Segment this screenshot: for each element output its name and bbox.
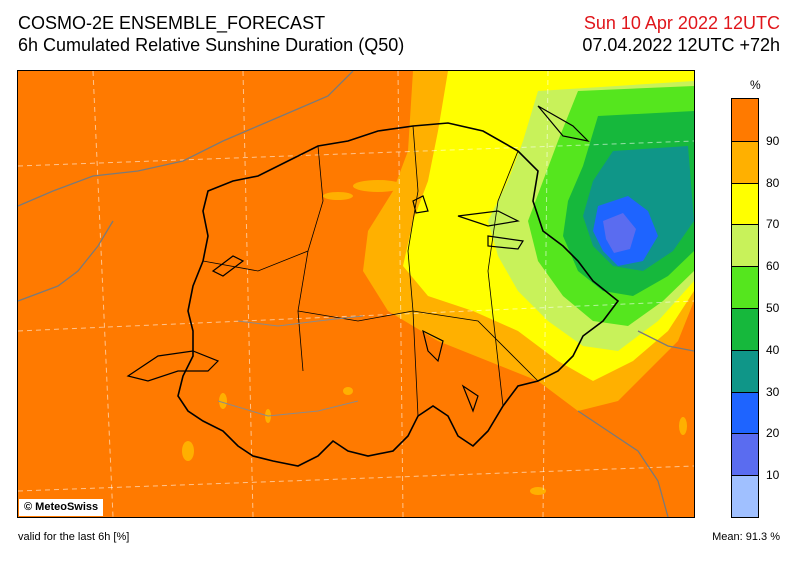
legend-swatch [732,224,758,267]
map-canvas [18,71,694,517]
copyright-label: © MeteoSwiss [19,499,104,516]
legend-swatch [732,391,758,434]
lakes [126,105,590,413]
run-time: 07.04.2022 12UTC +72h [582,35,780,55]
legend-tick-label: 60 [766,259,780,274]
legend-tick-label: 70 [766,217,780,232]
legend-tick-label: 20 [766,426,780,441]
chart-header-right: Sun 10 Apr 2022 12UTC 07.04.2022 12UTC +… [582,12,780,56]
legend-tick-label: 30 [766,384,780,399]
legend-unit: % [750,78,761,92]
field-speckles [182,180,687,495]
legend-tick-label: 50 [766,301,780,315]
color-legend [731,98,759,518]
mean-value: Mean: 91.3 % [712,531,780,543]
legend-tick-label: 10 [766,468,780,483]
foreign-borders [18,71,694,517]
chart-header-left: COSMO-2E ENSEMBLE_FORECAST 6h Cumulated … [18,12,404,56]
legend-swatch [732,266,758,308]
legend-swatch [732,99,758,141]
legend-swatch [732,140,758,183]
legend-swatch [732,433,758,476]
forecast-map: © MeteoSwiss [17,70,695,518]
model-title: COSMO-2E ENSEMBLE_FORECAST [18,13,326,33]
legend-swatch [732,349,758,392]
parameter-title: 6h Cumulated Relative Sunshine Duration … [18,35,405,55]
swiss-border [177,122,620,467]
legend-swatch [732,182,758,225]
legend-tick-label: 80 [766,175,780,190]
rivers [217,315,364,417]
valid-time: Sun 10 Apr 2022 12UTC [583,13,780,33]
legend-swatch [732,475,758,517]
validity-note: valid for the last 6h [%] [18,531,130,543]
legend-swatch [732,308,758,350]
field-band-20 [603,213,636,253]
legend-tick-label: 90 [766,133,780,148]
legend-tick-label: 40 [766,342,780,357]
cantonal-lines [202,125,539,417]
